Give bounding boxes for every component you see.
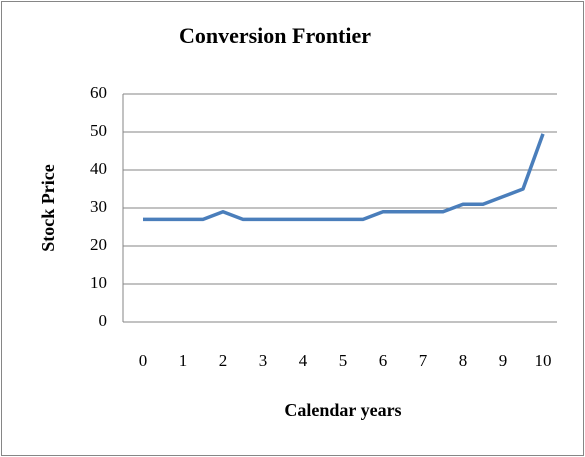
y-tick-label: 30 [90, 197, 107, 216]
x-tick-label: 9 [499, 351, 508, 370]
x-tick-label: 7 [419, 351, 428, 370]
x-tick-label: 8 [459, 351, 468, 370]
x-tick-label: 3 [259, 351, 268, 370]
y-tick-label: 10 [90, 273, 107, 292]
x-tick-label: 5 [339, 351, 348, 370]
x-tick-label: 1 [179, 351, 188, 370]
chart-title: Conversion Frontier [179, 23, 371, 48]
y-tick-label: 60 [90, 83, 107, 102]
x-tick-label: 6 [379, 351, 388, 370]
x-tick-label: 4 [299, 351, 308, 370]
y-tick-label: 50 [90, 121, 107, 140]
y-tick-label: 0 [99, 311, 108, 330]
line-series [143, 133, 545, 222]
y-tick-label: 20 [90, 235, 107, 254]
y-axis-title: Stock Price [38, 164, 58, 251]
x-tick-label: 0 [139, 351, 148, 370]
x-axis-title: Calendar years [284, 400, 401, 420]
x-tick-label: 10 [535, 351, 552, 370]
x-tick-label: 2 [219, 351, 228, 370]
y-tick-label: 40 [90, 159, 107, 178]
